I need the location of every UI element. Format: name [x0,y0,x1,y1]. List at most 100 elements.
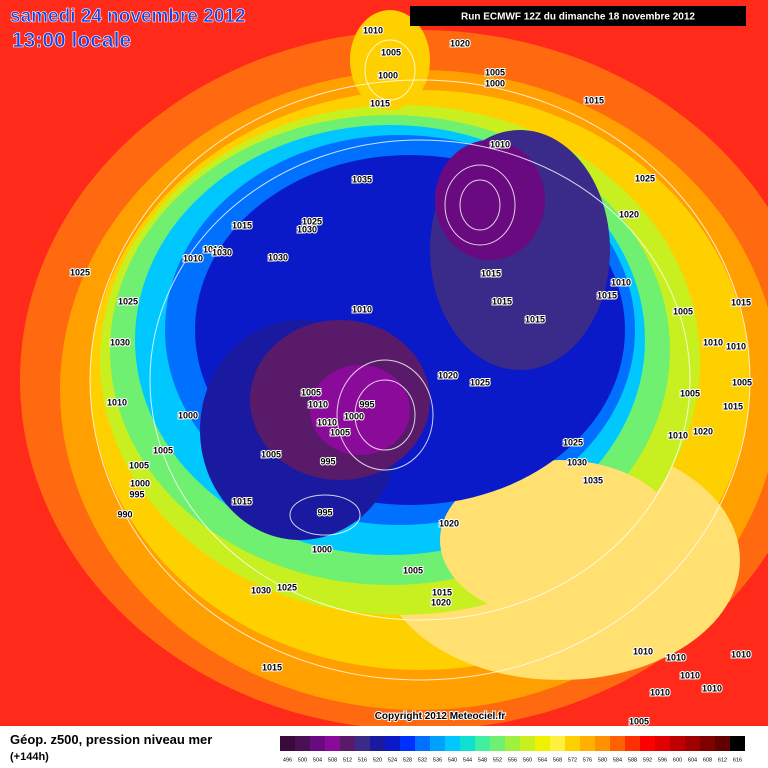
scale-label: 540 [448,757,457,763]
isobar-label: 1025 [470,377,490,387]
scale-swatch [325,736,340,751]
scale-label: 572 [568,757,577,763]
scale-label: 608 [703,757,712,763]
scale-label: 592 [643,757,652,763]
scale-swatch [715,736,730,751]
isobar-label: 1010 [490,139,510,149]
isobar-label: 1010 [633,646,653,656]
isobar-label: 1015 [597,290,617,300]
scale-label: 588 [628,757,637,763]
scale-swatch [565,736,580,751]
isobar-label: 1010 [352,304,372,314]
isobar-label: 1015 [262,662,282,672]
isobar-label: 1005 [153,445,173,455]
isobar-label: 1015 [731,297,751,307]
scale-label: 552 [493,757,502,763]
scale-label: 504 [313,757,322,763]
scale-label: 508 [328,757,337,763]
scale-swatch [415,736,430,751]
isobar-label: 995 [320,456,335,466]
isobar-label: 1000 [344,411,364,421]
scale-label: 560 [523,757,532,763]
scale-label: 604 [688,757,697,763]
scale-swatch [655,736,670,751]
scale-label: 520 [373,757,382,763]
scale-swatch [670,736,685,751]
map-field [0,0,768,730]
isobar-label: 1005 [673,306,693,316]
scale-label: 612 [718,757,727,763]
isobar-label: 1025 [277,582,297,592]
scale-swatch [355,736,370,751]
isobar-label: 1005 [301,387,321,397]
isobar-label: 1010 [703,337,723,347]
scale-swatch [400,736,415,751]
isobar-label: 1025 [70,267,90,277]
scale-swatch [595,736,610,751]
isobar-label: 1020 [438,370,458,380]
isobar-label: 1030 [297,224,317,234]
isobar-label: 1000 [130,478,150,488]
scale-label: 500 [298,757,307,763]
isobar-label: 1020 [693,426,713,436]
isobar-label: 1005 [629,716,649,726]
scale-label: 584 [613,757,622,763]
scale-swatch [550,736,565,751]
isobar-label: 1010 [666,652,686,662]
isobar-label: 1010 [702,683,722,693]
isobar-label: 1015 [232,496,252,506]
scale-label: 556 [508,757,517,763]
footer-title: Géop. z500, pression niveau mer [10,732,212,747]
isobar-label: 1030 [110,337,130,347]
isobar-label: 1005 [129,460,149,470]
isobar-label: 1020 [439,518,459,528]
isobar-label: 1015 [584,95,604,105]
isobar-label: 995 [129,489,144,499]
scale-label: 532 [418,757,427,763]
scale-label: 580 [598,757,607,763]
isobar-label: 1010 [726,341,746,351]
isobar-label: 1010 [308,399,328,409]
isobar-label: 1000 [378,70,398,80]
scale-swatch [535,736,550,751]
isobar-label: 990 [117,509,132,519]
isobar-label: 1015 [370,98,390,108]
isobar-label: 1005 [403,565,423,575]
isobar-label: 1020 [450,38,470,48]
scale-label: 536 [433,757,442,763]
time: 13:00 locale [12,29,131,52]
isobar-label: 995 [317,507,332,517]
scale-swatch [730,736,745,751]
isobar-label: 1005 [680,388,700,398]
isobar-label: 1010 [183,253,203,263]
isobar-label: 1015 [525,314,545,324]
scale-label: 496 [283,757,292,763]
scale-label: 544 [463,757,472,763]
isobar-label: 1020 [619,209,639,219]
scale-label: 564 [538,757,547,763]
scale-swatch [490,736,505,751]
scale-label: 516 [358,757,367,763]
scale-swatch [385,736,400,751]
copyright: Copyright 2012 Meteociel.fr [375,711,506,722]
scale-swatch [625,736,640,751]
scale-swatch [610,736,625,751]
scale-label: 524 [388,757,397,763]
isobar-label: 1020 [431,597,451,607]
scale-swatch [310,736,325,751]
isobar-label: 1030 [268,252,288,262]
isobar-label: 1000 [312,544,332,554]
isobar-label: 1010 [203,244,223,254]
isobar-label: 1000 [485,78,505,88]
isobar-label: 995 [359,399,374,409]
scale-swatch [445,736,460,751]
isobar-label: 1030 [251,585,271,595]
scale-label: 528 [403,757,412,763]
scale-label: 576 [583,757,592,763]
scale-swatch [700,736,715,751]
run-box [410,6,746,26]
scale-label: 568 [553,757,562,763]
